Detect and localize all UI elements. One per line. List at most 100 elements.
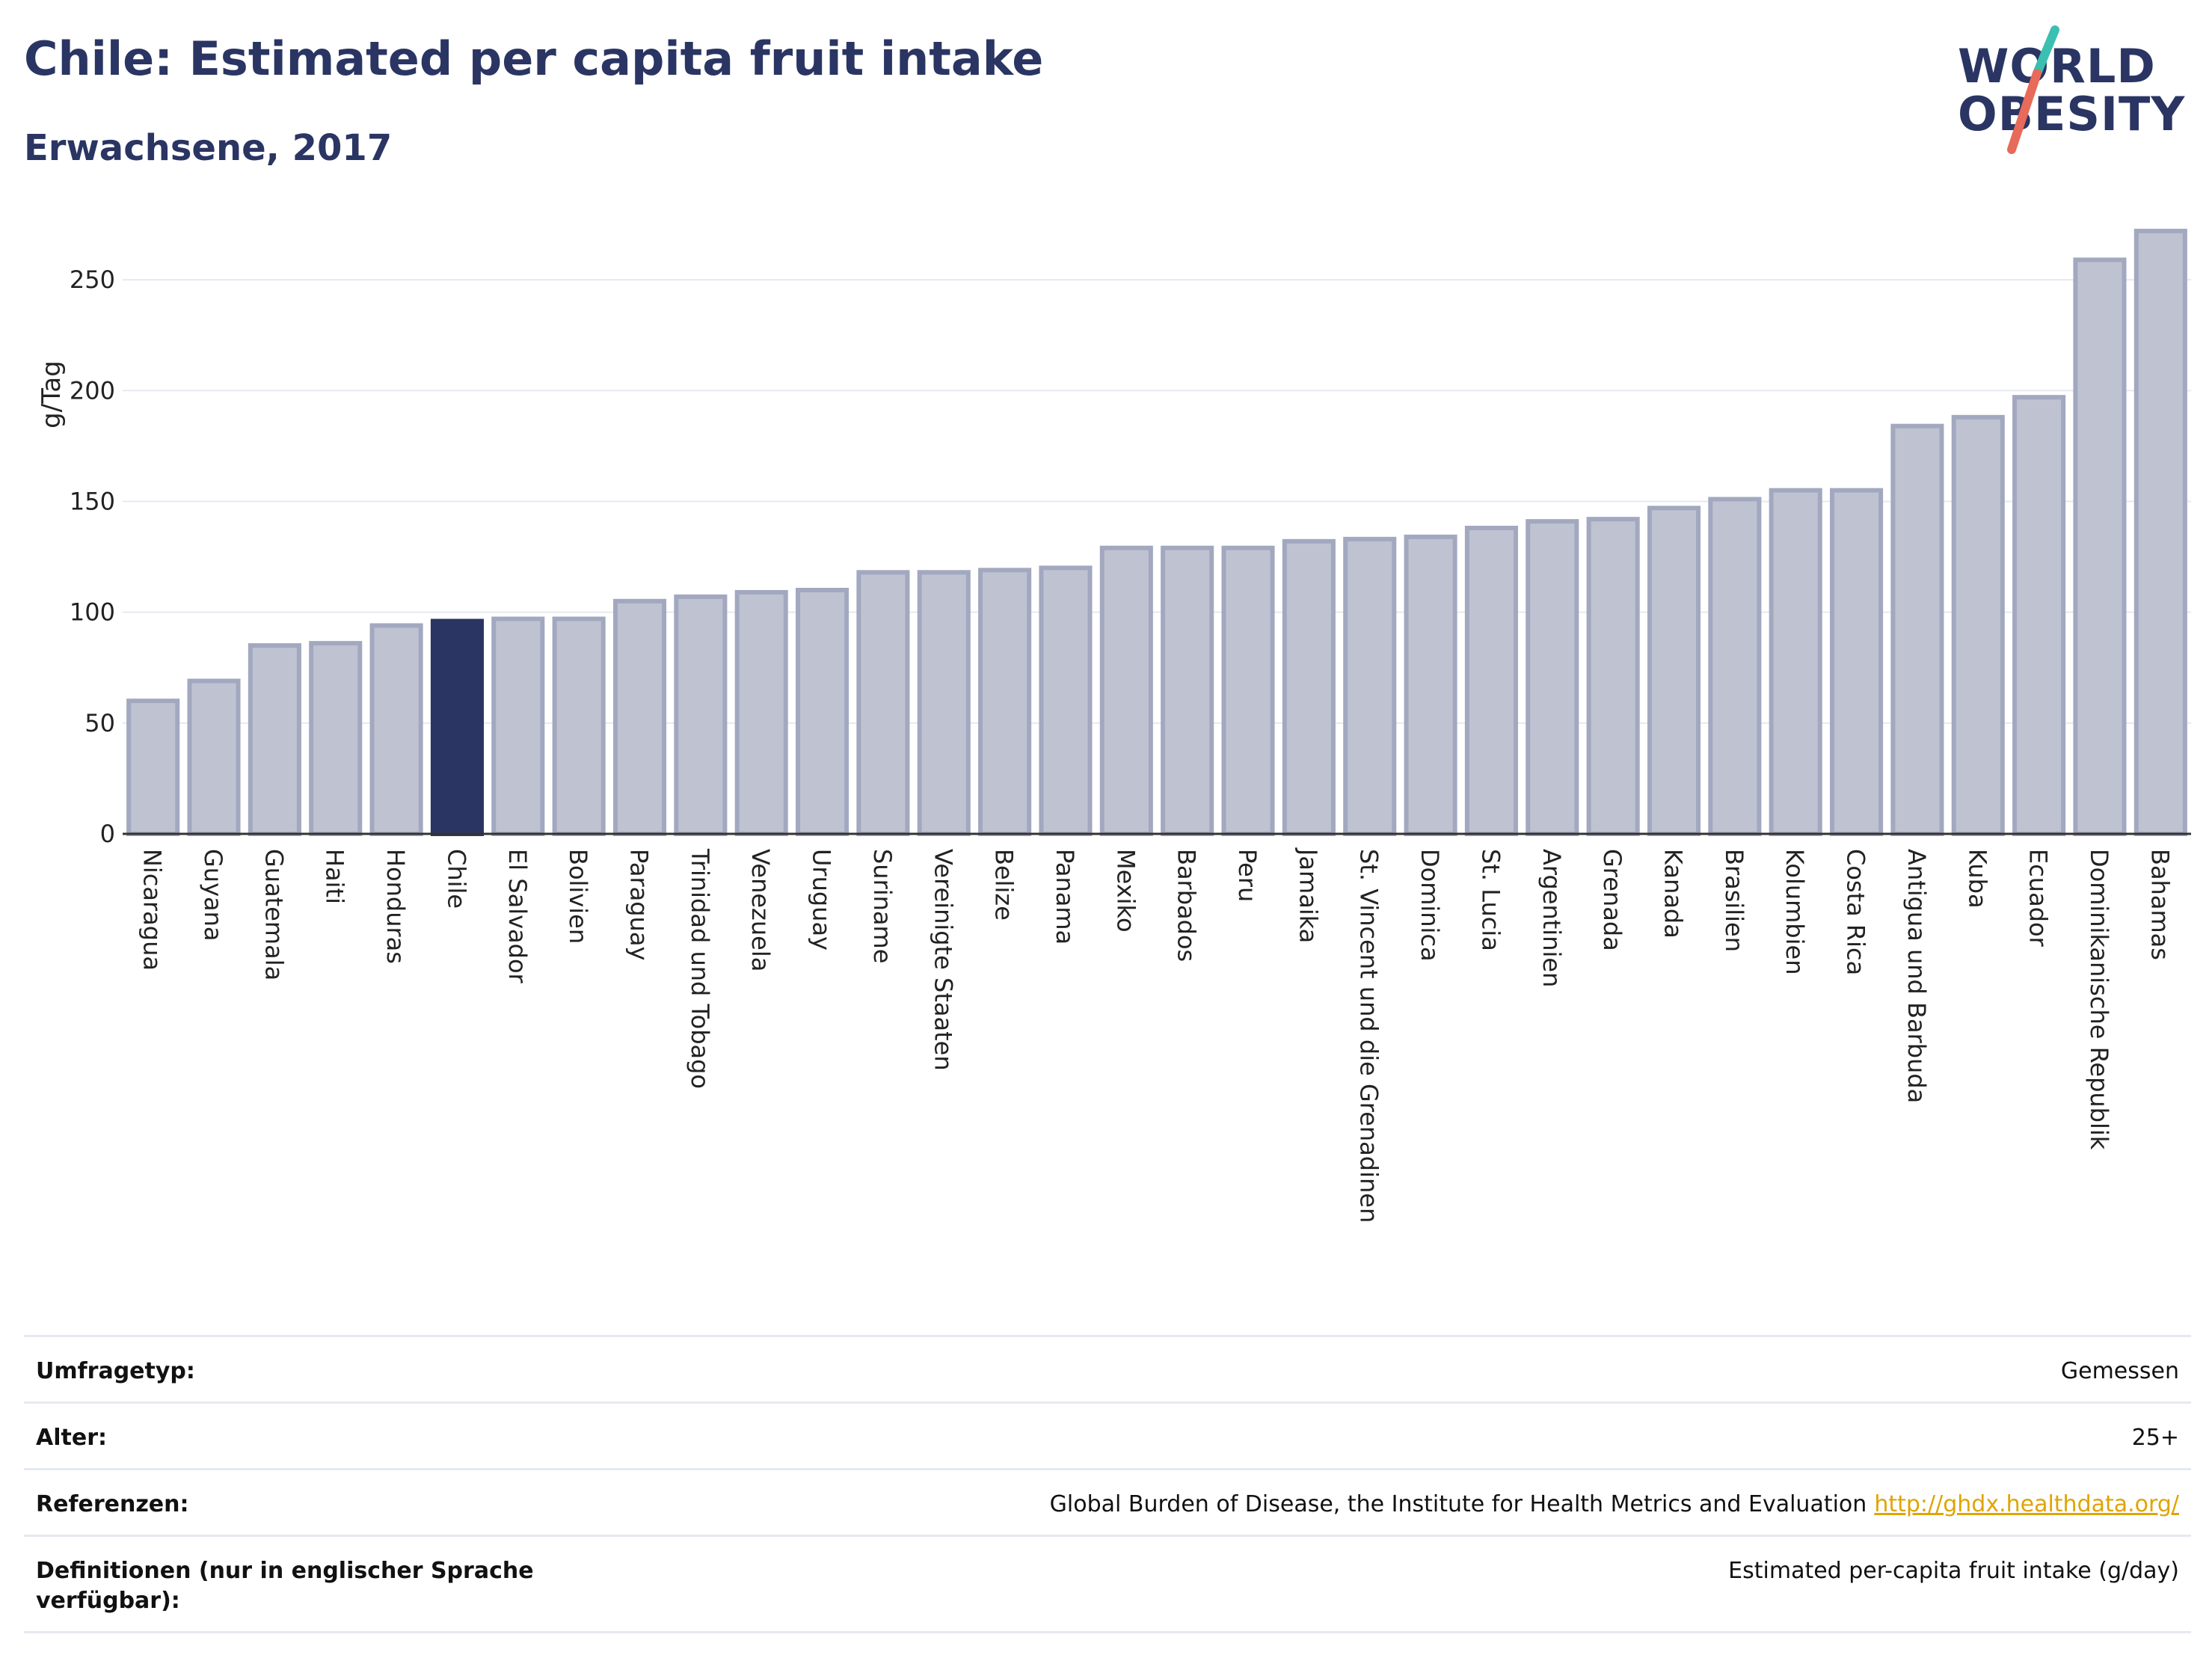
info-row-age: Alter: 25+ xyxy=(24,1401,2191,1468)
x-tick-label: Nicaragua xyxy=(138,849,167,971)
x-axis-ticks: Nicaragua Guyana Guatemala Haiti Honduras Chi… xyxy=(138,847,2175,1223)
x-tick-label: Barbados xyxy=(1173,849,1201,962)
info-value: Gemessen xyxy=(2060,1358,2179,1384)
logo-text-line2: OBESITY xyxy=(1958,87,2186,141)
info-row-references: Referenzen: Global Burden of Disease, th… xyxy=(24,1468,2191,1535)
bar-bahamas xyxy=(2133,228,2187,836)
bar-trinidad-und-tobago xyxy=(674,594,728,837)
x-tick-label: St. Lucia xyxy=(1476,849,1505,951)
x-tick-label: Haiti xyxy=(321,849,349,904)
bar-paraguay xyxy=(612,598,667,836)
bar-venezuela xyxy=(734,589,788,836)
x-tick-label: Panama xyxy=(1051,849,1079,945)
y-tick-label: 150 xyxy=(70,487,115,515)
x-tick-label: Honduras xyxy=(381,849,410,964)
x-tick-label: Bolivien xyxy=(564,849,592,944)
info-value: Global Burden of Disease, the Institute … xyxy=(1049,1491,1867,1517)
bar-chart: 0 50 100 150 200 250 Nicaragua Guyana Guatemala… xyxy=(37,228,2191,1223)
x-tick-label: Jamaika xyxy=(1294,847,1322,943)
x-tick-label: Antigua und Barbuda xyxy=(1902,849,1931,1103)
info-label: Umfragetyp: xyxy=(36,1358,195,1384)
bar-kuba xyxy=(1951,414,2005,836)
logo-text-line1: WORLD xyxy=(1958,39,2156,93)
x-tick-label: Grenada xyxy=(1598,849,1626,951)
bar-haiti xyxy=(309,641,363,836)
info-row-survey-type: Umfragetyp: Gemessen xyxy=(24,1335,2191,1401)
bar-belize xyxy=(978,568,1032,836)
bar-chile xyxy=(430,618,484,836)
y-axis-ticks: 0 50 100 150 200 250 xyxy=(70,265,115,848)
chart-title: Chile: Estimated per capita fruit intake xyxy=(24,31,1044,86)
y-tick-label: 0 xyxy=(100,820,115,848)
bar-brasilien xyxy=(1708,497,1762,836)
bar-suriname xyxy=(856,570,910,836)
bar-vereinigte-staaten xyxy=(917,570,971,836)
bar-guatemala xyxy=(248,643,301,836)
bar-nicaragua xyxy=(126,698,180,836)
x-tick-label: Trinidad und Tobago xyxy=(686,848,714,1089)
x-tick-label: Dominikanische Republik xyxy=(2085,849,2113,1150)
y-tick-label: 200 xyxy=(70,376,115,405)
info-table: Umfragetyp: Gemessen Alter: 25+ Referenz… xyxy=(24,1335,2191,1633)
bar-jamaika xyxy=(1282,538,1336,836)
x-tick-label: Brasilien xyxy=(1720,849,1748,952)
bar-st-vincent-und-die-grenadinen xyxy=(1343,536,1397,836)
bar-dominikanische-republik xyxy=(2073,257,2127,837)
y-axis-label: g/Tag xyxy=(37,360,67,429)
bar-honduras xyxy=(369,623,423,836)
bar-argentinien xyxy=(1526,519,1579,836)
info-label: Definitionen (nur in englischer Sprache … xyxy=(36,1558,534,1614)
x-tick-label: Belize xyxy=(990,849,1019,921)
y-tick-label: 100 xyxy=(70,598,115,627)
info-value: Estimated per-capita fruit intake (g/day… xyxy=(1728,1558,2179,1584)
bar-uruguay xyxy=(796,588,850,836)
x-tick-label: Mexiko xyxy=(1111,849,1140,933)
x-tick-label: Vereinigte Staaten xyxy=(929,849,957,1071)
bar-bolivien xyxy=(552,616,606,836)
reference-link[interactable]: http://ghdx.healthdata.org/ xyxy=(1874,1491,2179,1517)
bar-el-salvador xyxy=(491,616,545,836)
y-tick-label: 50 xyxy=(85,709,115,737)
bar-kolumbien xyxy=(1769,488,1822,836)
x-tick-label: El Salvador xyxy=(503,849,532,984)
info-label: Referenzen: xyxy=(36,1491,189,1517)
info-value: 25+ xyxy=(2131,1425,2179,1451)
x-tick-label: Guyana xyxy=(199,849,227,942)
bar-grenada xyxy=(1586,517,1640,836)
x-tick-label: Uruguay xyxy=(808,849,836,951)
y-tick-label: 250 xyxy=(70,265,115,294)
x-tick-label: Costa Rica xyxy=(1842,849,1870,975)
bar-barbados xyxy=(1161,545,1214,836)
bar-panama xyxy=(1039,565,1093,836)
bar-guyana xyxy=(187,678,241,836)
bar-peru xyxy=(1221,545,1275,836)
bar-antigua-und-barbuda xyxy=(1890,423,1944,836)
bars xyxy=(126,228,2187,837)
bar-st-lucia xyxy=(1464,526,1518,836)
bar-kanada xyxy=(1647,506,1701,836)
x-tick-label: Paraguay xyxy=(625,849,654,960)
x-tick-label: Ecuador xyxy=(2024,849,2053,948)
x-tick-label: Kanada xyxy=(1659,849,1688,939)
world-obesity-logo: WORLD OBESITY xyxy=(1944,21,2199,163)
x-tick-label: Dominica xyxy=(1416,849,1444,962)
bar-ecuador xyxy=(2012,395,2066,836)
x-tick-label: Chile xyxy=(442,849,470,909)
chart-subtitle: Erwachsene, 2017 xyxy=(24,127,393,169)
x-tick-label: Venezuela xyxy=(746,849,775,971)
info-row-definitions: Definitionen (nur in englischer Sprache … xyxy=(24,1535,2191,1633)
x-tick-label: Guatemala xyxy=(259,849,288,980)
x-tick-label: Bahamas xyxy=(2145,849,2174,960)
bar-dominica xyxy=(1404,534,1457,836)
x-tick-label: Suriname xyxy=(868,849,897,963)
x-tick-label: Peru xyxy=(1233,849,1262,902)
x-tick-label: Kuba xyxy=(1963,849,1991,909)
bar-mexiko xyxy=(1099,545,1153,836)
logo-slash-icon xyxy=(2007,25,2059,154)
x-tick-label: St. Vincent und die Grenadinen xyxy=(1355,849,1383,1223)
bar-costa-rica xyxy=(1830,488,1884,836)
x-tick-label: Kolumbien xyxy=(1781,849,1809,974)
info-label: Alter: xyxy=(36,1425,107,1451)
x-tick-label: Argentinien xyxy=(1537,849,1566,987)
info-value-wrapper: Global Burden of Disease, the Institute … xyxy=(1050,1490,2179,1520)
